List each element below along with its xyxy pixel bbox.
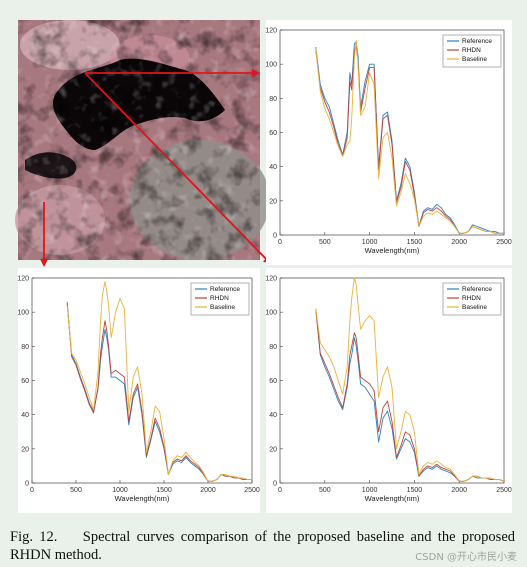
x-axis-label: Wavelength(nm) [365,246,420,255]
y-tick-label: 80 [269,344,277,351]
y-tick-label: 120 [17,276,29,283]
y-tick-label: 20 [269,446,277,453]
y-tick-label: 100 [265,310,277,317]
x-tick-label: 2000 [451,487,467,494]
y-tick-label: 120 [265,276,277,283]
series-line-baseline [315,277,505,482]
y-tick-label: 120 [265,28,277,35]
x-axis-label: Wavelength(nm) [115,494,170,503]
y-tick-label: 60 [269,130,277,137]
legend-label: Reference [462,286,492,293]
y-tick-label: 20 [269,198,277,205]
figure-caption: Fig. 12. Spectral curves comparison of t… [10,528,515,564]
x-tick-label: 0 [278,487,282,494]
legend-label: Reference [210,286,240,293]
legend-box [190,282,250,316]
y-tick-label: 60 [21,378,29,385]
y-tick-label: 100 [265,62,277,69]
y-tick-label: 100 [17,310,29,317]
x-tick-label: 1500 [156,487,172,494]
legend-label: Baseline [210,304,235,311]
series-line-baseline [66,280,252,482]
caption-text: Spectral curves comparison of the propos… [10,529,516,563]
y-tick-label: 0 [25,481,29,488]
y-tick-label: 0 [273,233,277,240]
legend-label: RHDN [462,47,481,54]
legend-label: RHDN [462,295,481,302]
x-tick-label: 0 [30,487,34,494]
legend-box [442,34,502,68]
satellite-image [15,20,270,260]
y-tick-label: 80 [269,96,277,103]
watermark: CSDN @开心市民小麦 [415,552,517,563]
y-tick-label: 0 [273,481,277,488]
x-tick-label: 2500 [496,487,512,494]
y-tick-label: 40 [21,412,29,419]
y-tick-label: 40 [269,164,277,171]
spectral-chart-bottom-left: 0 20 40 60 80 100 120 0 500 1000 1500 2000 2500 Wavel… [17,268,260,513]
y-tick-label: 60 [269,378,277,385]
x-tick-label: 2000 [451,239,467,246]
legend-label: Baseline [462,304,487,311]
spectral-chart-bottom-right: 0 20 40 60 80 100 120 0 500 1000 1500 2000 2500 Wavel… [265,268,512,513]
x-tick-label: 500 [319,239,331,246]
x-tick-label: 2000 [200,487,216,494]
caption-label: Fig. 12. [10,529,58,545]
x-tick-label: 500 [319,487,331,494]
legend-label: Baseline [462,56,487,63]
legend-label: Reference [462,38,492,45]
x-tick-label: 0 [278,239,282,246]
y-tick-label: 40 [269,412,277,419]
y-tick-label: 20 [21,446,29,453]
x-tick-label: 1000 [112,487,128,494]
legend-box [442,282,502,316]
x-tick-label: 500 [70,487,82,494]
x-axis-label: Wavelength(nm) [365,494,420,503]
x-tick-label: 1000 [362,487,378,494]
x-tick-label: 1500 [407,239,423,246]
spectral-chart-top-right: 0 20 40 60 80 100 120 0 500 1000 1500 2000 2500 Wavel… [265,20,512,265]
x-tick-label: 1000 [362,239,378,246]
legend-label: RHDN [210,295,229,302]
x-tick-label: 2500 [244,487,260,494]
selection-arrows [40,69,272,267]
series-line-baseline [315,39,504,234]
x-tick-label: 2500 [496,239,512,246]
x-tick-label: 1500 [407,487,423,494]
y-tick-label: 80 [21,344,29,351]
